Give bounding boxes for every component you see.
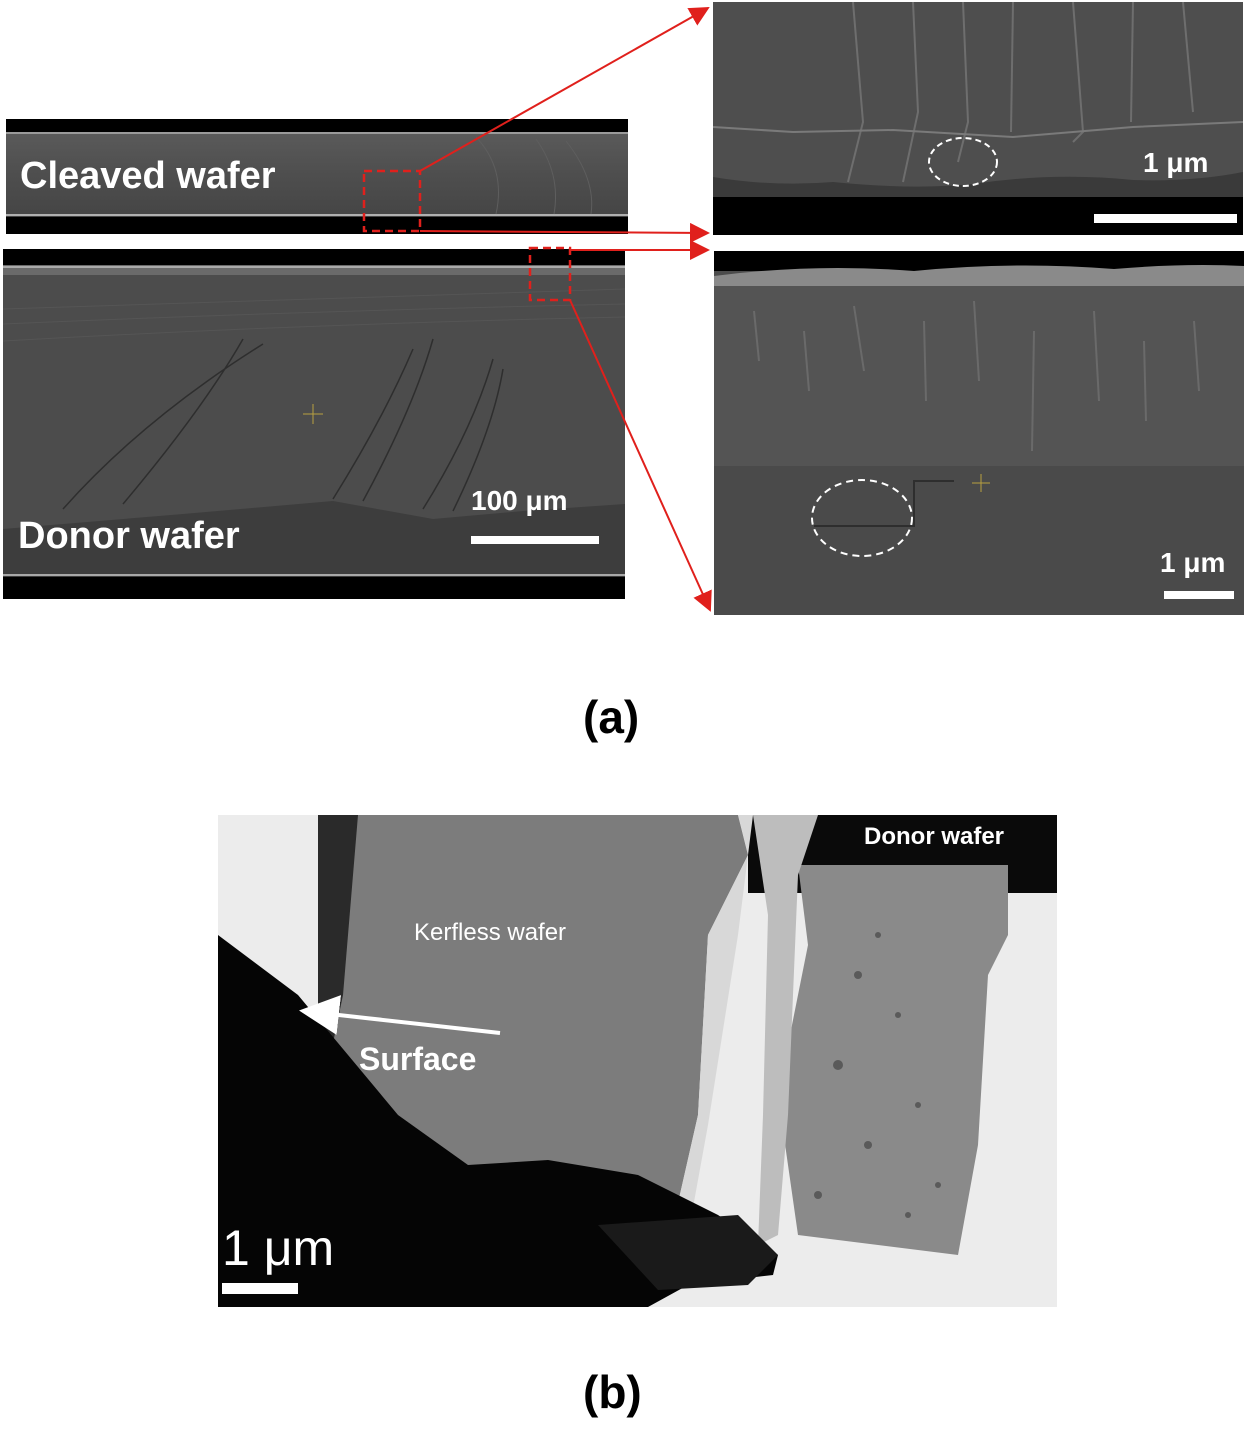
surface-arrow bbox=[299, 995, 501, 1035]
caption-a: (a) bbox=[583, 691, 640, 743]
zoom-bottom-sem-image: 1 μm bbox=[714, 251, 1244, 615]
zoom-top-scale-bar-label: 1 μm bbox=[1143, 147, 1209, 178]
tem-donor-wafer-label: Donor wafer bbox=[864, 823, 1005, 850]
tem-scale-bar-label: 1 μm bbox=[222, 1220, 335, 1276]
tem-scale-bar bbox=[222, 1283, 298, 1294]
cleaved-wafer-sem-image: Cleaved wafer bbox=[6, 119, 628, 234]
zoom-bottom-scale-bar bbox=[1164, 591, 1234, 599]
donor-wafer-texture bbox=[3, 265, 625, 577]
tem-texture bbox=[218, 815, 1057, 1307]
zoom-top-scale-bar bbox=[1094, 214, 1237, 223]
tem-image: Donor wafer Kerfless wafer Surface 1 μm bbox=[218, 815, 1057, 1307]
cleaved-wafer-label: Cleaved wafer bbox=[20, 155, 276, 197]
tem-kerfless-wafer-label: Kerfless wafer bbox=[414, 919, 567, 946]
zoom-bottom-scale-bar-label: 1 μm bbox=[1160, 547, 1226, 578]
tem-surface-label: Surface bbox=[359, 1041, 477, 1077]
donor-wafer-sem-image: Donor wafer 100 μm bbox=[3, 249, 625, 599]
zoom-top-texture bbox=[713, 2, 1243, 197]
zoom-bottom-texture bbox=[714, 251, 1244, 615]
caption-b: (b) bbox=[583, 1366, 642, 1418]
donor-scale-bar bbox=[471, 536, 599, 544]
donor-wafer-label: Donor wafer bbox=[18, 515, 240, 557]
donor-scale-bar-label: 100 μm bbox=[471, 485, 568, 516]
zoom-top-sem-image: 1 μm bbox=[713, 2, 1243, 235]
